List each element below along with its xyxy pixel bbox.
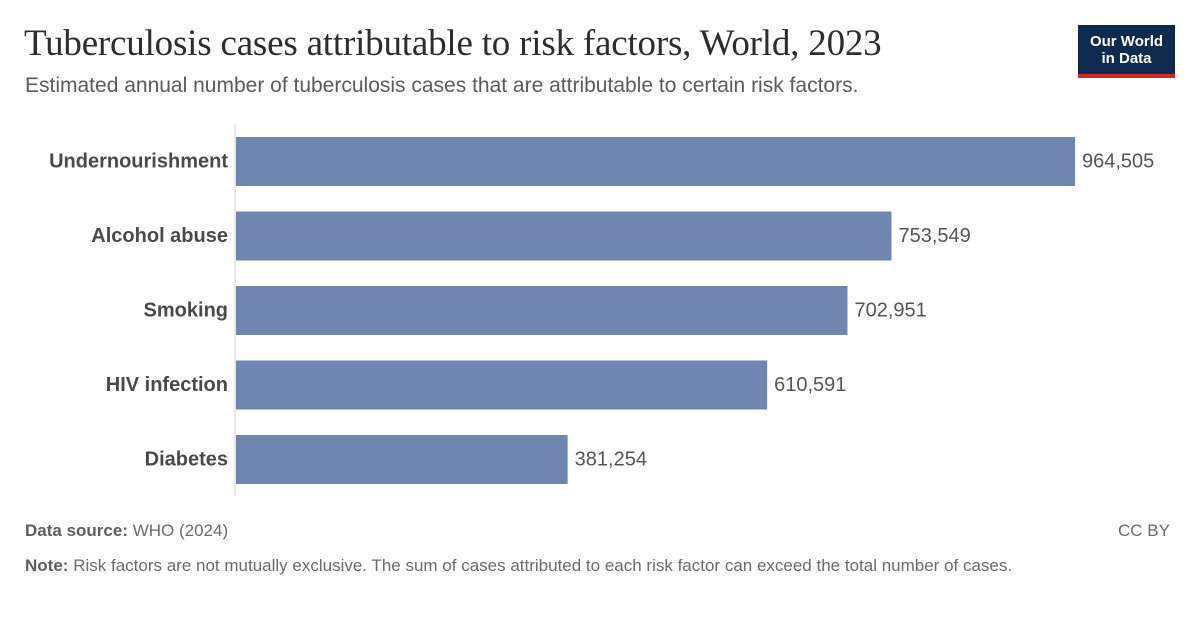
value-label: 381,254: [575, 449, 647, 471]
category-label: Smoking: [144, 300, 228, 322]
bar[interactable]: [236, 435, 568, 484]
bar[interactable]: [236, 360, 768, 410]
category-label: Diabetes: [145, 449, 228, 471]
value-label: 753,549: [898, 225, 970, 247]
data-source-label: Data source:: [25, 521, 128, 540]
note-text: Risk factors are not mutually exclusive.…: [73, 556, 1013, 575]
bar[interactable]: [236, 211, 892, 261]
logo-line-1: Our World: [1089, 32, 1164, 50]
note-label: Note:: [25, 556, 69, 575]
chart-subtitle: Estimated annual number of tuberculosis …: [25, 74, 859, 97]
chart-note: Note: Risk factors are not mutually excl…: [25, 554, 1155, 578]
category-label: Undernourishment: [49, 151, 228, 173]
logo-line-2: in Data: [1101, 49, 1152, 67]
bar[interactable]: [236, 286, 848, 335]
category-label: HIV infection: [106, 374, 228, 396]
value-label: 964,505: [1082, 151, 1154, 173]
chart-title: Tuberculosis cases attributable to risk …: [24, 23, 882, 64]
owid-logo[interactable]: Our World in Data: [1078, 25, 1175, 78]
data-source: Data source: WHO (2024): [25, 521, 228, 541]
bar[interactable]: [236, 137, 1075, 186]
value-label: 610,591: [774, 374, 846, 396]
data-source-value[interactable]: WHO (2024): [132, 521, 229, 540]
category-label: Alcohol abuse: [91, 225, 228, 247]
license-link[interactable]: CC BY: [1118, 521, 1170, 540]
value-label: 702,951: [854, 300, 926, 322]
